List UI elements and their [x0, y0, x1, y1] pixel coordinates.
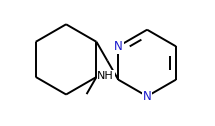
Text: N: N — [114, 40, 123, 53]
Text: N: N — [143, 90, 152, 103]
Text: NH: NH — [97, 71, 114, 81]
